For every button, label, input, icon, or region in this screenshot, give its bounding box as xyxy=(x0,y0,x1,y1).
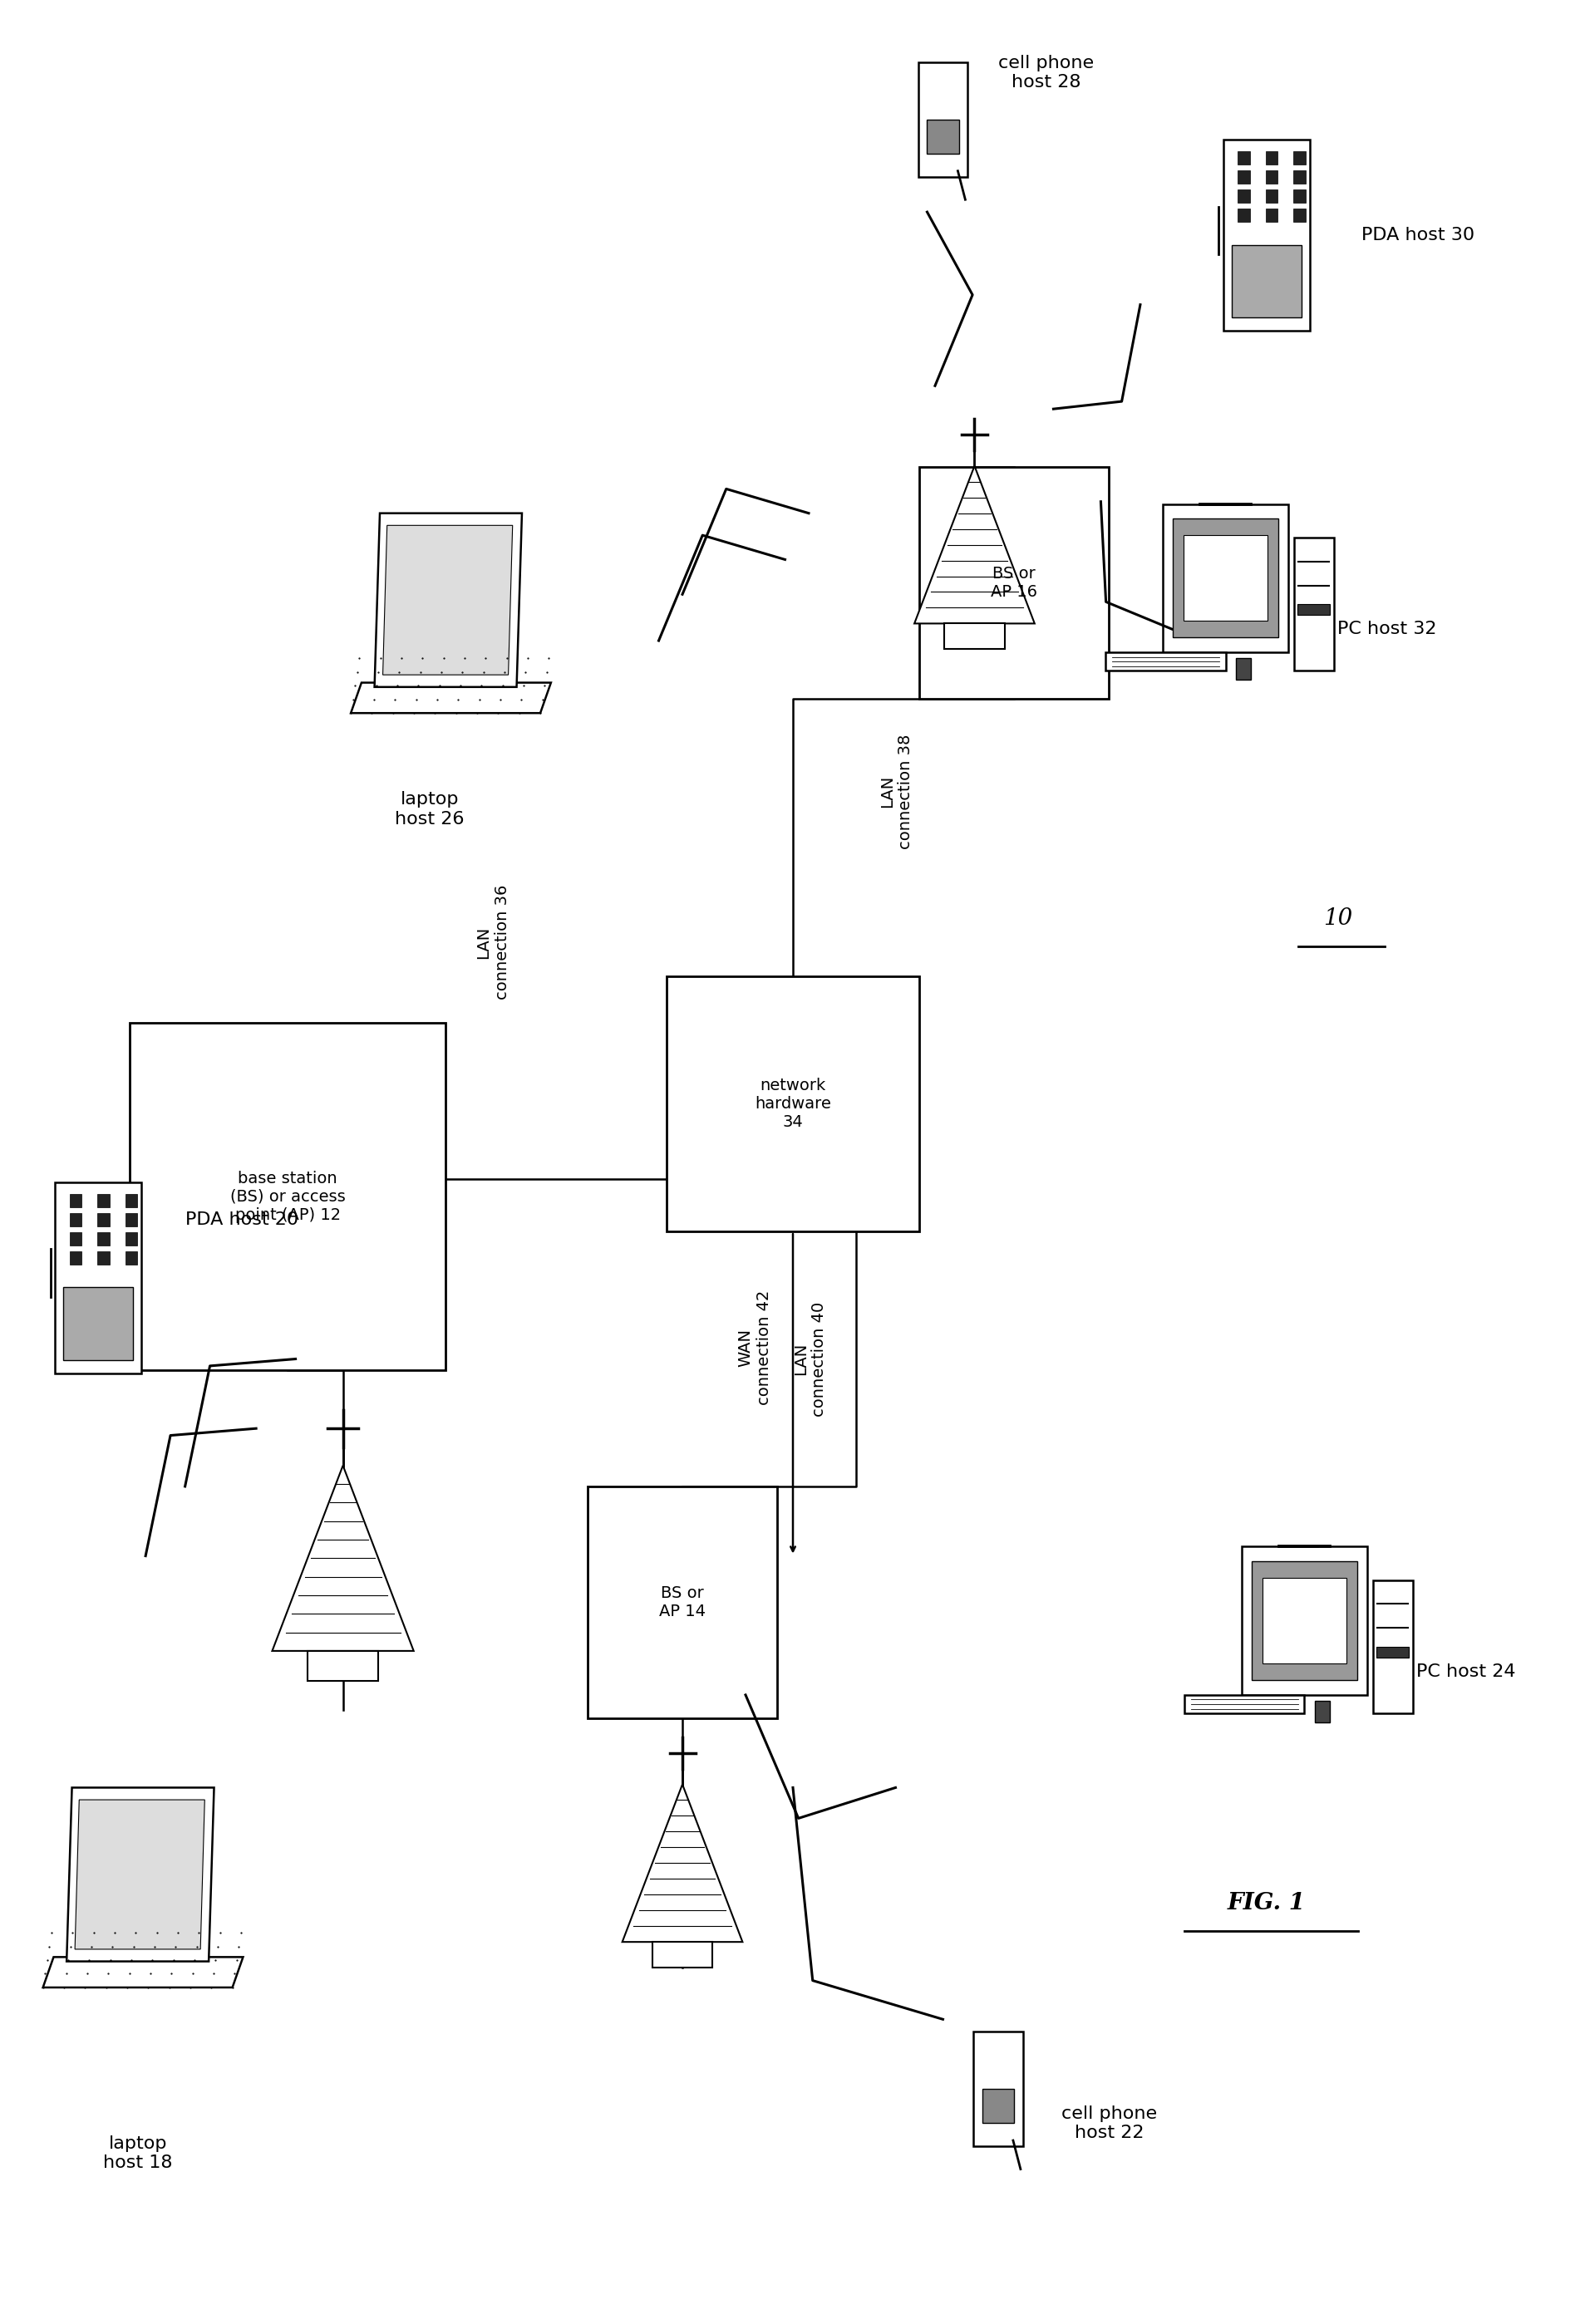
Polygon shape xyxy=(307,1650,379,1680)
Polygon shape xyxy=(67,1787,214,1961)
Polygon shape xyxy=(350,683,550,713)
Polygon shape xyxy=(43,1957,243,1987)
Text: laptop
host 26: laptop host 26 xyxy=(395,790,464,827)
Text: WAN
connection 42: WAN connection 42 xyxy=(737,1290,772,1404)
Text: BS or
AP 14: BS or AP 14 xyxy=(659,1585,705,1620)
Polygon shape xyxy=(125,1213,138,1227)
Bar xyxy=(130,1023,445,1371)
Polygon shape xyxy=(651,1943,712,1966)
Text: LAN
connection 36: LAN connection 36 xyxy=(476,885,510,999)
Polygon shape xyxy=(70,1250,82,1264)
Text: 10: 10 xyxy=(1322,906,1352,930)
Polygon shape xyxy=(1232,244,1301,318)
Polygon shape xyxy=(1235,658,1251,681)
Polygon shape xyxy=(63,1287,133,1360)
Polygon shape xyxy=(915,465,1033,623)
Polygon shape xyxy=(1314,1701,1330,1722)
Polygon shape xyxy=(125,1195,138,1206)
Text: PDA host 20: PDA host 20 xyxy=(185,1211,298,1229)
Bar xyxy=(919,467,1108,700)
Text: cell phone
host 22: cell phone host 22 xyxy=(1060,2106,1157,2140)
Polygon shape xyxy=(1373,1580,1412,1713)
Bar xyxy=(588,1487,777,1717)
Polygon shape xyxy=(74,1799,204,1950)
Polygon shape xyxy=(1222,139,1309,330)
Text: base station
(BS) or access
point (AP) 12: base station (BS) or access point (AP) 1… xyxy=(230,1171,346,1222)
Polygon shape xyxy=(945,623,1003,648)
Text: BS or
AP 16: BS or AP 16 xyxy=(991,565,1037,600)
Polygon shape xyxy=(1184,1694,1304,1713)
Polygon shape xyxy=(1297,604,1330,616)
Polygon shape xyxy=(382,525,512,674)
Polygon shape xyxy=(97,1213,109,1227)
Polygon shape xyxy=(273,1466,414,1650)
Polygon shape xyxy=(1293,537,1333,672)
Polygon shape xyxy=(1265,170,1278,184)
Polygon shape xyxy=(1238,209,1249,221)
Polygon shape xyxy=(1238,188,1249,202)
Polygon shape xyxy=(97,1250,109,1264)
Polygon shape xyxy=(1262,1578,1346,1664)
Polygon shape xyxy=(1251,1562,1357,1680)
Polygon shape xyxy=(621,1785,742,1943)
Polygon shape xyxy=(1238,151,1249,165)
Text: laptop
host 18: laptop host 18 xyxy=(103,2136,173,2171)
Polygon shape xyxy=(981,2089,1014,2124)
Polygon shape xyxy=(374,514,521,688)
Polygon shape xyxy=(97,1195,109,1206)
Polygon shape xyxy=(1293,151,1304,165)
Polygon shape xyxy=(973,2031,1022,2145)
Polygon shape xyxy=(918,63,967,177)
Polygon shape xyxy=(926,119,959,153)
Polygon shape xyxy=(1376,1648,1409,1657)
Text: LAN
connection 38: LAN connection 38 xyxy=(880,734,913,848)
Polygon shape xyxy=(97,1232,109,1246)
Polygon shape xyxy=(70,1232,82,1246)
Polygon shape xyxy=(1265,209,1278,221)
Polygon shape xyxy=(125,1250,138,1264)
Polygon shape xyxy=(55,1183,141,1373)
Polygon shape xyxy=(1265,151,1278,165)
Polygon shape xyxy=(1171,518,1278,637)
Polygon shape xyxy=(1241,1548,1366,1694)
Text: PC host 32: PC host 32 xyxy=(1336,621,1436,637)
Polygon shape xyxy=(1265,188,1278,202)
Polygon shape xyxy=(1184,535,1266,621)
Polygon shape xyxy=(70,1213,82,1227)
Polygon shape xyxy=(1238,170,1249,184)
Polygon shape xyxy=(1293,170,1304,184)
Polygon shape xyxy=(1162,504,1289,653)
Polygon shape xyxy=(70,1195,82,1206)
Polygon shape xyxy=(125,1232,138,1246)
Polygon shape xyxy=(1293,188,1304,202)
Polygon shape xyxy=(1293,209,1304,221)
Bar xyxy=(666,976,919,1232)
Text: network
hardware
34: network hardware 34 xyxy=(754,1078,831,1129)
Text: PC host 24: PC host 24 xyxy=(1415,1664,1515,1680)
Polygon shape xyxy=(1105,653,1225,672)
Text: PDA host 30: PDA host 30 xyxy=(1360,228,1474,244)
Text: cell phone
host 28: cell phone host 28 xyxy=(997,56,1094,91)
Text: FIG. 1: FIG. 1 xyxy=(1227,1892,1304,1915)
Text: LAN
connection 40: LAN connection 40 xyxy=(792,1301,826,1415)
